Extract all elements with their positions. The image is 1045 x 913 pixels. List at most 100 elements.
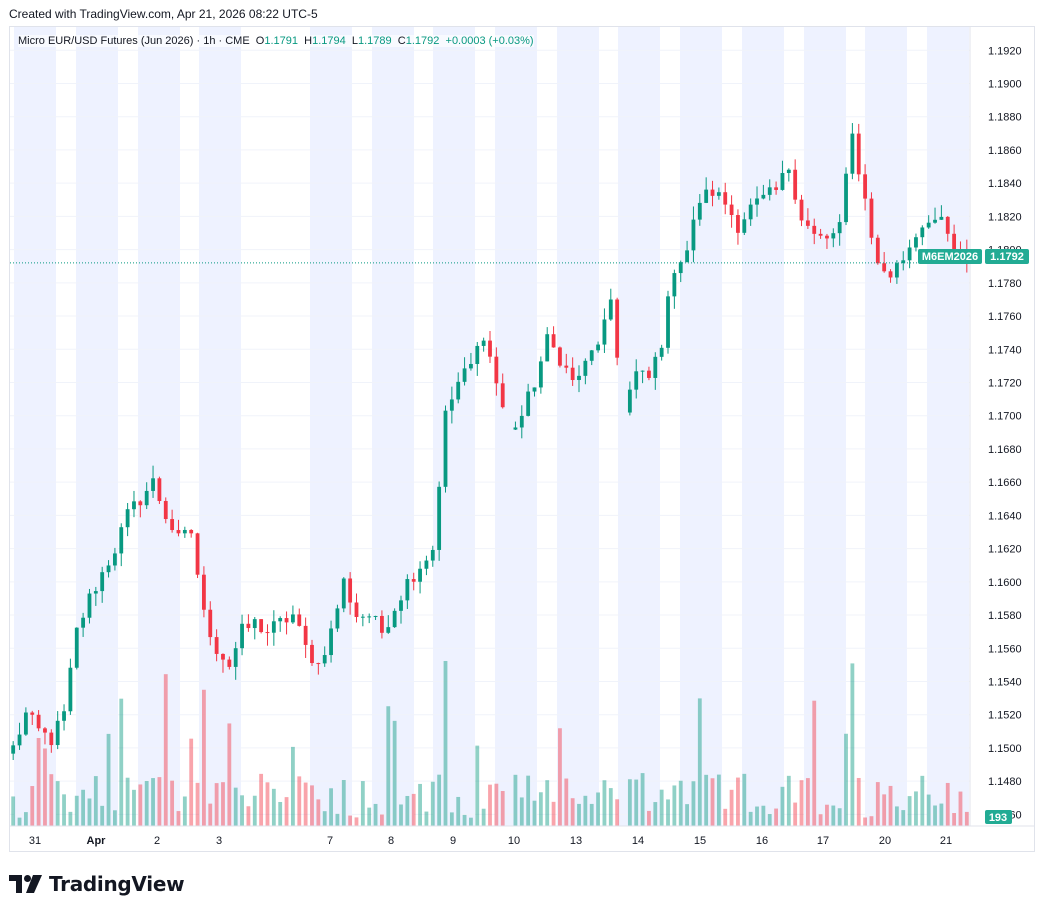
- volume-bar: [303, 782, 308, 826]
- candle-body: [888, 271, 893, 278]
- candle-body: [176, 530, 181, 534]
- tradingview-logo-icon: [9, 875, 42, 893]
- candle-body: [430, 549, 435, 561]
- candle-body: [74, 627, 79, 668]
- volume-bar: [316, 799, 321, 826]
- candle-body: [100, 572, 105, 592]
- volume-bar: [23, 812, 28, 826]
- candle-body: [360, 616, 365, 618]
- candle-body: [418, 568, 422, 582]
- tradingview-logo[interactable]: TradingView: [9, 872, 185, 896]
- candle-body: [354, 602, 359, 617]
- candle-body: [952, 233, 957, 250]
- volume-bar: [208, 803, 213, 826]
- volume-bar: [11, 796, 16, 826]
- price-tick-label: 1.1920: [988, 45, 1022, 57]
- session-band: [927, 27, 969, 826]
- time-tick-label: Apr: [87, 835, 107, 847]
- volume-bar: [449, 812, 454, 826]
- candle-body: [723, 192, 728, 205]
- volume-bar: [736, 777, 740, 826]
- candle-body: [424, 560, 429, 569]
- volume-bar: [125, 777, 130, 826]
- candle-body: [634, 371, 639, 390]
- candle-body: [716, 192, 721, 196]
- price-tick-label: 1.1820: [988, 211, 1022, 223]
- candle-body: [411, 579, 416, 582]
- candle-body: [348, 578, 353, 603]
- volume-bar: [825, 804, 829, 826]
- candle-body: [214, 637, 219, 654]
- volume-bar: [589, 803, 594, 826]
- price-tick-label: 1.1740: [988, 344, 1022, 356]
- time-axis: 31 Apr 2 3 7 8 9 10 13 14 15 16 17 20 21: [10, 825, 1034, 847]
- volume-bar: [380, 814, 384, 826]
- volume-bar: [558, 728, 562, 826]
- volume-bar: [526, 775, 531, 826]
- candle-body: [475, 345, 480, 364]
- volume-bar: [780, 786, 785, 826]
- volume-bar: [373, 803, 378, 826]
- candle-body: [399, 600, 403, 611]
- session-bands: [14, 27, 969, 826]
- candle-body: [685, 250, 689, 263]
- time-tick-label: 10: [508, 835, 520, 847]
- candle-body: [284, 618, 289, 623]
- candle-body: [666, 296, 670, 348]
- chart-frame[interactable]: [9, 26, 1035, 852]
- candle-body: [443, 410, 448, 487]
- volume-bar: [202, 689, 206, 826]
- time-tick-label: 13: [570, 835, 582, 847]
- time-tick-label: 3: [216, 835, 222, 847]
- candle-body: [945, 216, 950, 234]
- volume-bar: [564, 778, 569, 826]
- volume-bar: [519, 797, 524, 826]
- candle-body: [519, 415, 524, 428]
- candle-body: [132, 501, 136, 510]
- volume-bar: [278, 801, 283, 826]
- session-band: [14, 27, 56, 826]
- candle-body: [894, 263, 899, 278]
- price-tick-label: 1.1580: [988, 610, 1022, 622]
- legend-close-label: C: [397, 35, 406, 47]
- volume-bar: [964, 811, 969, 826]
- volume-bar: [513, 774, 518, 826]
- session-band: [138, 27, 180, 826]
- candle-body: [151, 478, 155, 491]
- volume-bar: [901, 810, 906, 826]
- candle-body: [30, 712, 35, 715]
- candle-body: [202, 574, 206, 610]
- symbol-tag: [918, 249, 982, 264]
- volume-bar: [774, 808, 778, 826]
- volume-tag-label: 193: [989, 812, 1007, 824]
- volume-bar: [627, 779, 632, 826]
- candle-body: [627, 389, 632, 413]
- volume-bar: [933, 805, 937, 826]
- candle-body: [570, 367, 575, 381]
- candle-body: [710, 189, 715, 196]
- candle-body: [647, 370, 651, 378]
- volume-bar: [360, 781, 365, 826]
- volume-bar: [399, 804, 403, 826]
- volume-bar: [844, 733, 848, 826]
- candle-body: [907, 247, 912, 261]
- candle-body: [780, 173, 785, 190]
- candle-body: [112, 553, 117, 566]
- volume-bar: [742, 773, 747, 826]
- candle-body: [856, 133, 861, 175]
- session-band: [618, 27, 660, 826]
- session-band: [557, 27, 599, 826]
- price-tick-label: 1.1600: [988, 577, 1022, 589]
- volume-bar: [577, 803, 581, 826]
- candle-body: [736, 215, 740, 233]
- symbol-tag-label: M6EM2026: [922, 251, 978, 263]
- volume-bar: [596, 792, 600, 826]
- volume-bar: [424, 811, 429, 826]
- volume-bar: [310, 785, 314, 826]
- volume-bar: [87, 798, 92, 826]
- candle-body: [875, 237, 880, 264]
- candle-body: [208, 609, 213, 638]
- volume-bar: [672, 785, 677, 826]
- volume-bar: [405, 795, 410, 826]
